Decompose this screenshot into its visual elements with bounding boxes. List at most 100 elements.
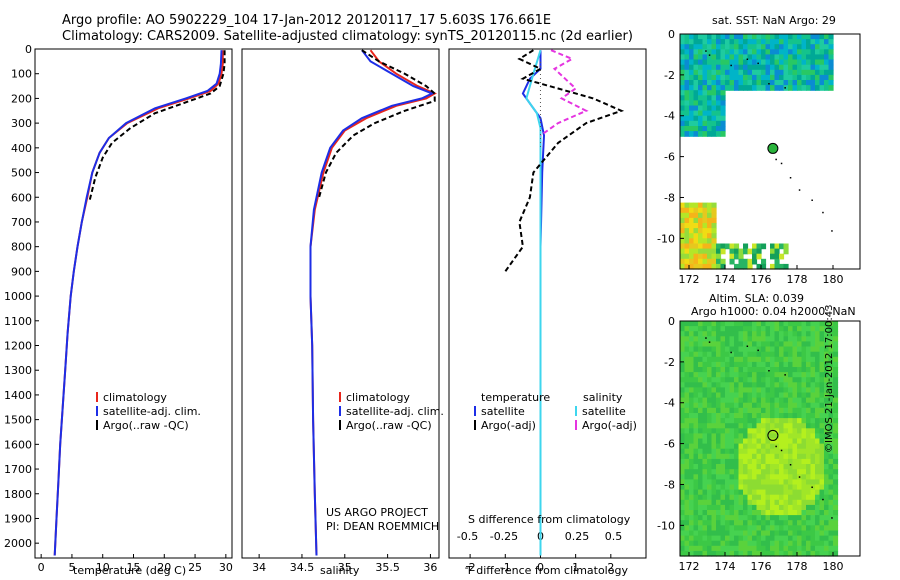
sst-cell [680,253,686,260]
sla-cell [734,392,740,399]
diff-xlabel-top: S difference from climatology [468,513,631,526]
sst-cell [684,233,690,239]
sla-cell [693,397,699,404]
sst-cell [693,95,699,101]
sst-cell [689,126,695,132]
sla-cell [792,326,798,332]
sla-cell [747,494,753,501]
sla-cell [815,321,821,327]
sst-cell [693,110,699,117]
temp-ytick-label: 1500 [4,414,32,427]
sla-cell [743,413,749,419]
sla-cell [788,484,794,491]
sla-cell [788,387,794,394]
sst-cell [729,80,735,86]
sst-cell [761,64,767,71]
sla-cell [810,504,816,511]
sla-cell [684,336,690,342]
sst-cell [747,39,753,45]
sla-cell [797,458,803,465]
sla-cell [693,413,699,419]
sla-cell [711,433,717,440]
sla-cell [792,443,798,450]
sla-cell [806,326,812,332]
sla-cell [752,545,758,552]
sla-cell [806,515,812,521]
sla-cell [729,413,735,419]
sla-cell [819,321,825,327]
sla-cell [783,377,789,383]
sla-cell [765,494,771,501]
sla-cell [698,489,704,496]
sla-cell [779,499,785,506]
sla-cell [765,372,771,378]
sla-cell [720,397,726,404]
sst-cell [819,34,825,40]
sla-cell [833,356,839,363]
sst-cell [792,80,798,86]
sla-cell [711,448,717,455]
sla-cell [698,326,704,332]
sst-cell [698,95,704,101]
sst-cell [729,49,735,55]
sst-cell [716,90,722,96]
sla-cell [783,510,789,516]
sla-cell [720,331,726,337]
temp-series-line [53,50,223,556]
sla-cell [707,423,713,429]
sla-cell [711,469,717,475]
sla-cell [756,525,762,531]
sla-cell [783,484,789,491]
sla-cell [680,346,686,353]
sla-cell [815,351,821,358]
sst-cell [689,105,695,112]
sla-cell [819,530,825,537]
sla-cell [765,540,771,547]
sst-cell [729,74,735,81]
sla-cell [684,515,690,521]
sst-cell [707,100,713,107]
sst-cell [684,248,690,255]
sla-cell [819,336,825,342]
sla-cell [734,418,740,424]
sla-cell [770,346,776,353]
sst-cell [801,74,807,81]
sla-cell [792,499,798,506]
sla-cell [783,535,789,542]
sst-map-title: sat. SST: NaN Argo: 29 [712,14,836,27]
sla-cell [783,346,789,353]
sla-cell [743,535,749,542]
sla-cell [819,346,825,353]
sst-cell [720,131,726,137]
sst-cell [792,34,798,40]
sst-cell [761,243,767,250]
sst-cell [743,258,749,265]
sla-cell [765,453,771,460]
sla-cell [788,550,794,557]
sla-cell [761,336,767,342]
sla-cell [702,530,708,537]
sla-cell [828,545,834,552]
sla-cell [815,525,821,531]
sla-cell [792,428,798,434]
sla-cell [797,397,803,404]
sst-cell [815,44,821,50]
sla-cell [797,387,803,394]
sla-cell [716,397,722,404]
temp-xtick-label: 20 [157,561,171,574]
sst-cell [698,258,704,265]
sla-cell [765,351,771,358]
sla-cell [725,540,731,547]
sla-cell [833,510,839,516]
sla-cell [770,443,776,450]
sst-cell [779,54,785,61]
sst-cell [707,74,713,81]
sla-cell [684,499,690,506]
sst-cell [707,69,713,76]
sla-cell [765,530,771,537]
sla-cell [747,499,753,506]
sla-cell [711,321,717,327]
sla-cell [779,326,785,332]
sst-cell [743,243,749,250]
sst-cell [707,64,713,71]
